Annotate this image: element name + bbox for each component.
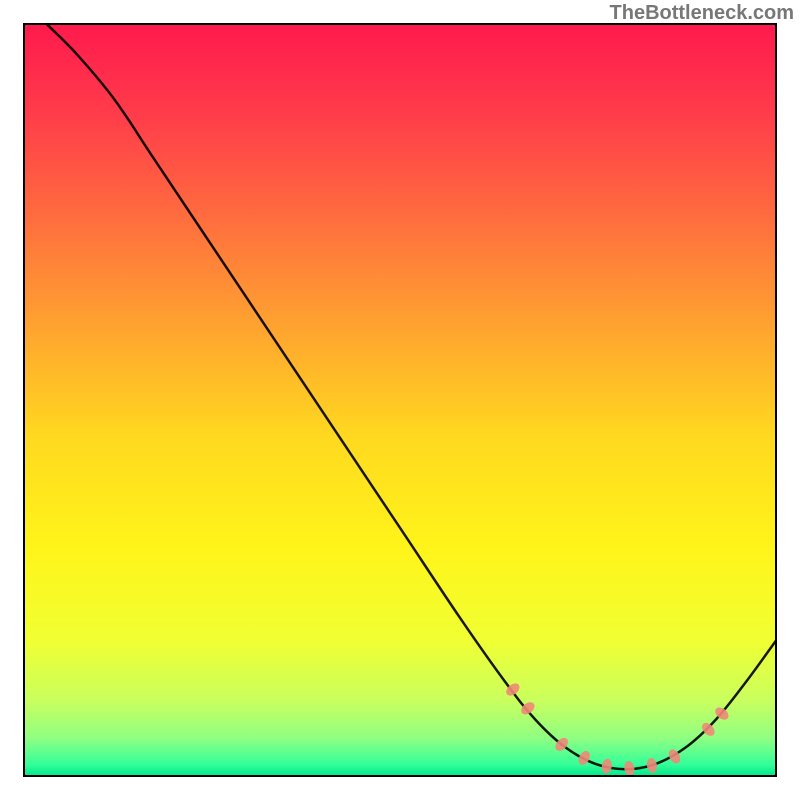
watermark-text: TheBottleneck.com bbox=[610, 2, 794, 25]
chart-container: TheBottleneck.com bbox=[0, 0, 800, 800]
bottleneck-chart bbox=[0, 0, 800, 800]
gradient-background bbox=[24, 24, 776, 776]
